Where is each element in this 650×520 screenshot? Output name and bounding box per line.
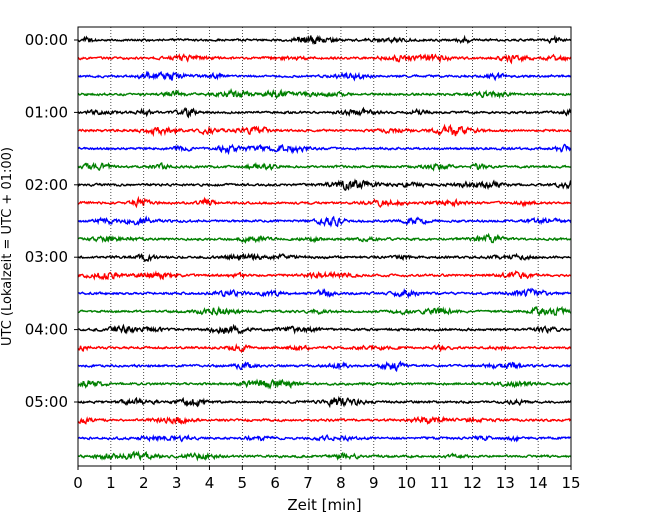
- x-tick-label: 13: [496, 474, 515, 492]
- seismic-trace: [77, 195, 572, 209]
- seismic-trace: [77, 395, 572, 409]
- x-tick-label: 4: [205, 474, 215, 492]
- seismic-trace: [77, 70, 572, 82]
- y-tick-label: 02:00: [25, 176, 68, 194]
- y-tick-label: 00:00: [25, 31, 68, 49]
- y-tick-label: 01:00: [25, 103, 68, 121]
- seismic-trace: [77, 123, 572, 138]
- x-tick-label: 11: [430, 474, 449, 492]
- vertical-gridlines: [110, 27, 539, 466]
- x-tick-label: 12: [463, 474, 482, 492]
- x-tick-label: 8: [336, 474, 346, 492]
- seismic-trace: [77, 343, 572, 354]
- seismic-trace: [77, 323, 572, 335]
- seismic-trace: [77, 178, 572, 192]
- seismic-trace: [77, 415, 572, 425]
- seismic-trace: [77, 215, 572, 228]
- x-axis-ticks: 0 1 2 3 4 5 6 7 8 9 10 11 12 13 14 15: [73, 466, 581, 492]
- x-tick-label: 14: [529, 474, 548, 492]
- x-axis-label: Zeit [min]: [287, 496, 361, 514]
- plot-frame: [77, 26, 572, 467]
- seismic-trace: [77, 433, 572, 443]
- seismic-trace: [77, 305, 572, 317]
- x-tick-label: 10: [397, 474, 416, 492]
- seismic-trace: [77, 232, 572, 244]
- x-tick-label: 9: [369, 474, 379, 492]
- x-tick-label: 7: [303, 474, 313, 492]
- seismic-trace: [77, 161, 572, 172]
- seismic-trace: [77, 106, 572, 119]
- seismic-trace: [77, 252, 572, 263]
- y-axis-ticks: 00:00 01:00 02:00 03:00 04:00 05:00: [25, 31, 78, 411]
- seismic-trace: [77, 360, 572, 373]
- seismic-trace: [77, 53, 572, 65]
- x-tick-label: 5: [238, 474, 248, 492]
- y-tick-label: 03:00: [25, 248, 68, 266]
- seismic-trace: [77, 287, 572, 300]
- seismic-trace: [77, 450, 572, 462]
- seismic-trace: [77, 143, 572, 156]
- x-tick-label: 3: [172, 474, 182, 492]
- trace-group: [77, 34, 572, 462]
- y-tick-label: 05:00: [25, 393, 68, 411]
- y-axis-label: UTC (Lokalzeit = UTC + 01:00): [0, 147, 15, 346]
- x-tick-label: 2: [139, 474, 149, 492]
- seismic-trace: [77, 34, 572, 45]
- x-tick-label: 0: [73, 474, 83, 492]
- x-tick-label: 15: [561, 474, 580, 492]
- seismic-trace: [77, 378, 572, 390]
- x-tick-label: 1: [106, 474, 116, 492]
- seismic-trace: [77, 269, 572, 281]
- x-tick-label: 6: [270, 474, 280, 492]
- y-tick-label: 04:00: [25, 321, 68, 339]
- seismic-trace: [77, 88, 572, 100]
